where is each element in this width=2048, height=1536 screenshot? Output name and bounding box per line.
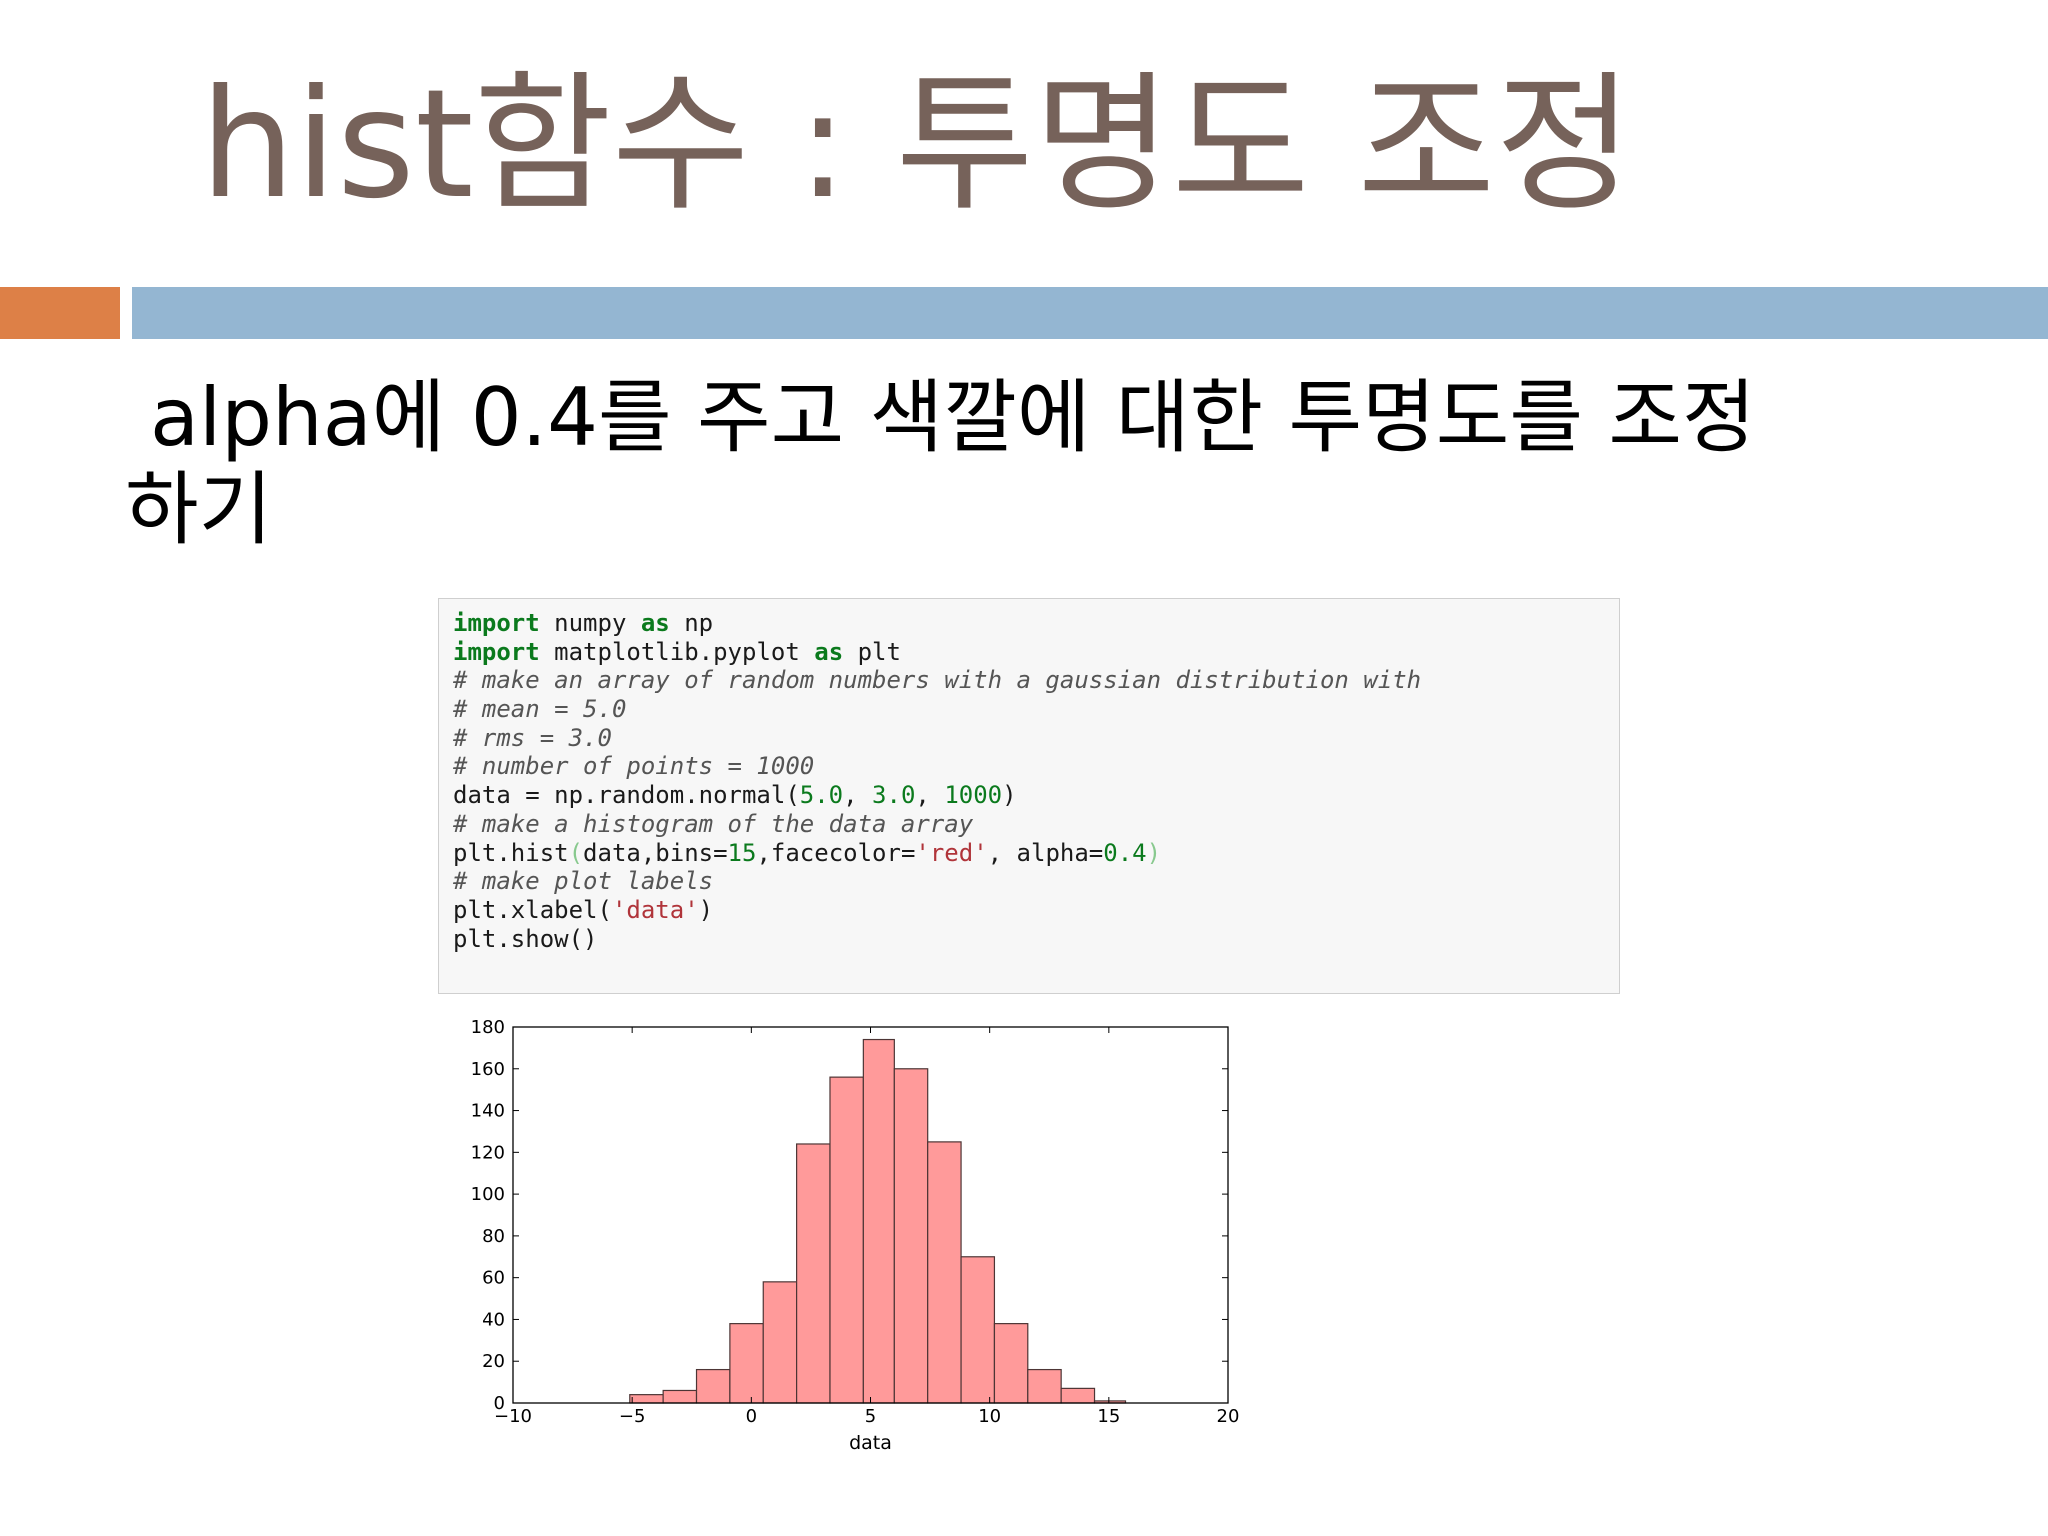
y-tick-label: 140 — [471, 1101, 505, 1122]
code-line: import numpy as np — [453, 609, 1605, 638]
histogram-bar — [927, 1141, 962, 1404]
histogram-bar — [960, 1256, 996, 1404]
x-tick-label: 10 — [978, 1406, 1001, 1427]
code-line: import matplotlib.pyplot as plt — [453, 638, 1605, 667]
code-token: # make an array of random numbers with a… — [453, 666, 1422, 695]
histogram-bar — [829, 1076, 864, 1404]
code-token: plt — [843, 637, 901, 666]
code-token: 'data' — [611, 895, 699, 924]
code-token: , — [915, 781, 945, 810]
code-token: 0.4 — [1103, 838, 1147, 867]
y-tick-label: 80 — [482, 1226, 505, 1247]
code-token: # make plot labels — [453, 867, 714, 896]
code-token: import — [453, 637, 540, 666]
code-token: # mean = 5.0 — [453, 695, 627, 724]
code-token: plt.show() — [453, 924, 598, 953]
x-axis-label: data — [849, 1432, 892, 1454]
code-token: 5.0 — [799, 781, 844, 810]
code-token: , alpha= — [987, 838, 1104, 867]
bullet-line-1: alpha에 0.4를 주고 색깔에 대한 투명도를 조정 — [150, 371, 1756, 464]
histogram-bar — [893, 1068, 929, 1404]
code-token: data,bins= — [583, 838, 728, 867]
code-line: # number of points = 1000 — [453, 752, 1605, 781]
axes: −10 −5 0 5 10 15 20 0 20 40 60 80 100 120 140 160 180 — [471, 1017, 1240, 1427]
code-line: # mean = 5.0 — [453, 695, 1605, 724]
bullet-line-2: 하기 — [125, 463, 273, 556]
code-token: 15 — [727, 838, 757, 867]
code-token: data = np.random.normal( — [453, 781, 800, 810]
code-token: , — [843, 781, 873, 810]
y-tick-label: 120 — [471, 1142, 505, 1163]
code-token: # make a histogram of the data array — [453, 809, 974, 838]
code-cell: import numpy as np import matplotlib.pypl… — [438, 598, 1620, 994]
code-token: as — [814, 637, 844, 666]
code-token: np — [669, 609, 714, 637]
code-token: matplotlib.pyplot — [539, 637, 815, 666]
x-tick-label: 20 — [1217, 1406, 1240, 1427]
code-token: as — [640, 609, 670, 637]
histogram-bar — [662, 1389, 698, 1404]
y-tick-label: 0 — [494, 1393, 505, 1414]
code-token: import — [453, 609, 540, 637]
code-line: # make an array of random numbers with a… — [453, 666, 1605, 695]
code-token: ) — [1146, 838, 1162, 867]
code-line: # make a histogram of the data array — [453, 810, 1605, 839]
histogram-bar — [993, 1323, 1029, 1404]
y-tick-label: 160 — [471, 1059, 505, 1080]
x-tick-label: −10 — [494, 1406, 532, 1427]
code-token: 3.0 — [872, 781, 916, 810]
x-tick-label: −5 — [619, 1406, 646, 1427]
code-token: ) — [698, 895, 714, 924]
code-line: plt.show() — [453, 925, 1605, 954]
x-tick-label: 5 — [865, 1406, 876, 1427]
code-line: plt.xlabel('data') — [453, 896, 1605, 925]
slide-title: hist함수 : 투명도 조정 — [200, 58, 1634, 232]
histogram-bar — [729, 1323, 764, 1404]
histogram-bar — [862, 1038, 895, 1404]
code-token: 'red' — [915, 838, 988, 867]
code-token: # number of points = 1000 — [453, 752, 815, 781]
x-tick-label: 0 — [746, 1406, 757, 1427]
code-token: ) — [1002, 781, 1017, 810]
code-token: ( — [568, 838, 584, 867]
histogram-bar — [796, 1143, 831, 1404]
y-tick-label: 180 — [471, 1017, 505, 1038]
code-token: ,facecolor= — [756, 838, 916, 867]
histogram-bar — [695, 1368, 731, 1404]
code-line: plt.hist(data,bins=15,facecolor='red', a… — [453, 839, 1605, 868]
x-tick-label: 15 — [1097, 1406, 1120, 1427]
histogram-bar — [629, 1394, 664, 1404]
accent-bar-orange — [0, 287, 120, 339]
bullet-text: alpha에 0.4를 주고 색깔에 대한 투명도를 조정 하기 — [125, 372, 1975, 556]
code-line: # rms = 3.0 — [453, 724, 1605, 753]
histogram-bars — [629, 1038, 1127, 1404]
code-token: 1000 — [944, 781, 1003, 810]
y-tick-label: 40 — [482, 1309, 505, 1330]
histogram-bar — [1060, 1387, 1096, 1404]
code-token: numpy — [539, 609, 641, 637]
histogram-bar — [1027, 1368, 1062, 1404]
histogram-chart: −10 −5 0 5 10 15 20 0 20 40 60 80 100 120 140 160 180 da… — [471, 1017, 1240, 1454]
code-line: # make plot labels — [453, 867, 1605, 896]
y-tick-label: 100 — [471, 1184, 505, 1205]
code-line: data = np.random.normal(5.0, 3.0, 1000) — [453, 781, 1605, 810]
code-token: # rms = 3.0 — [453, 723, 612, 752]
code-token: plt.hist — [453, 838, 569, 867]
accent-bar-blue — [132, 287, 2048, 339]
histogram-bar — [762, 1281, 798, 1404]
code-token: plt.xlabel( — [453, 895, 612, 924]
y-tick-label: 20 — [482, 1351, 505, 1372]
y-tick-label: 60 — [482, 1268, 505, 1289]
